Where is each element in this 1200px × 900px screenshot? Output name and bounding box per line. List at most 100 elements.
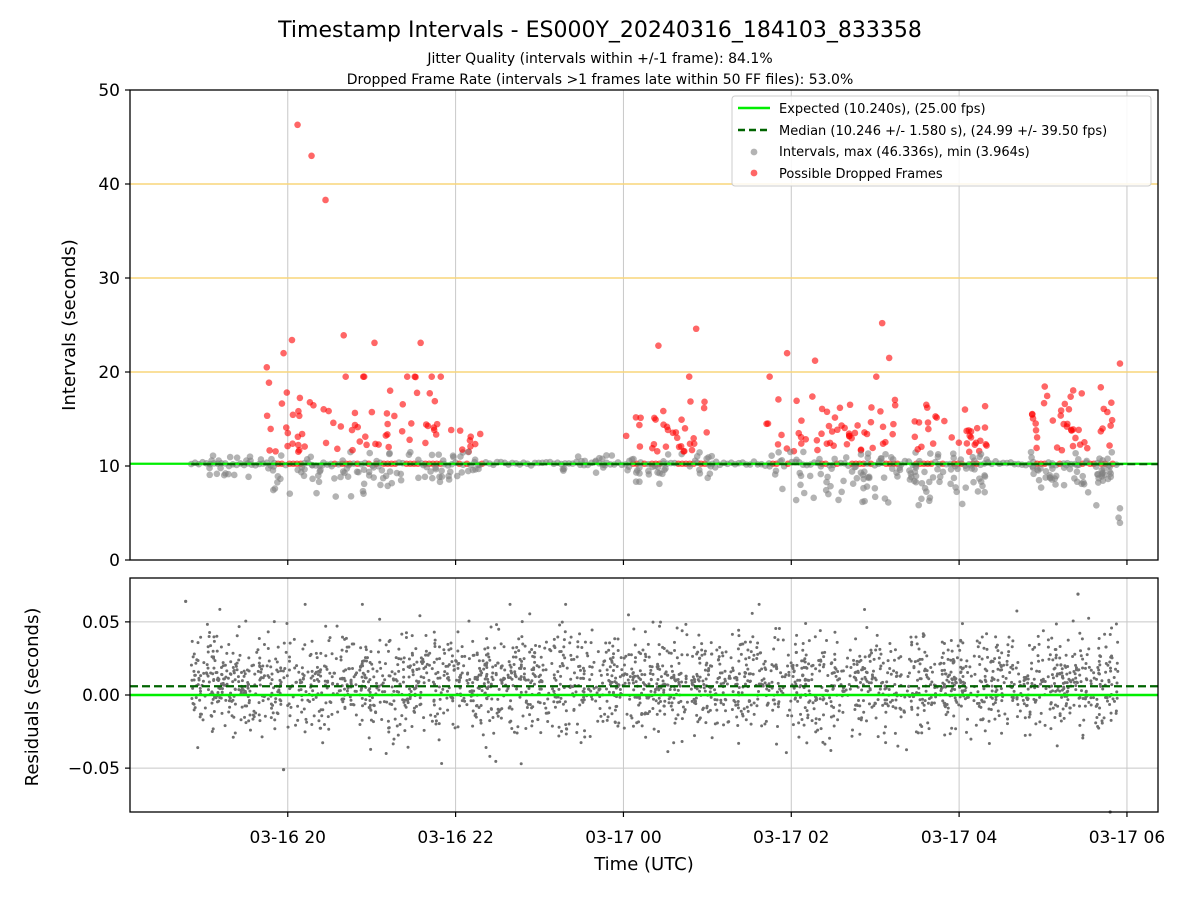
residual-point — [953, 678, 957, 682]
dropped-frame-point — [660, 407, 667, 415]
residual-point — [422, 681, 426, 685]
residual-point — [467, 619, 471, 623]
residual-point — [536, 718, 540, 722]
residual-point — [582, 695, 586, 699]
dropped-frame-point — [288, 336, 296, 344]
residual-point — [650, 665, 654, 669]
residual-point — [941, 699, 945, 703]
residual-point — [193, 706, 197, 710]
interval-point — [853, 474, 861, 482]
residual-point — [1083, 666, 1087, 670]
residual-point — [345, 649, 349, 653]
residual-point — [460, 671, 464, 675]
residual-point — [279, 680, 283, 684]
residual-point — [867, 681, 871, 685]
dropped-frame-point — [622, 432, 630, 440]
residual-point — [511, 684, 515, 688]
residual-point — [256, 648, 260, 652]
residual-point — [651, 697, 655, 701]
residual-point — [885, 698, 889, 702]
residual-point — [534, 644, 538, 648]
residual-point — [508, 663, 512, 667]
residual-point — [542, 701, 546, 705]
residual-point — [990, 659, 994, 663]
residual-point — [363, 656, 367, 660]
residual-point — [999, 687, 1003, 691]
interval-point — [360, 480, 368, 488]
residual-point — [868, 659, 872, 663]
residual-point — [969, 737, 973, 741]
residual-point — [893, 731, 897, 735]
residual-point — [715, 721, 719, 725]
residual-point — [285, 622, 289, 626]
residual-point — [690, 699, 694, 703]
residual-point — [617, 721, 621, 725]
residual-point — [424, 634, 428, 638]
residual-point — [300, 698, 304, 702]
residual-point — [519, 762, 523, 766]
residual-point — [955, 656, 959, 660]
dropped-frame-point — [417, 339, 424, 347]
residual-point — [666, 683, 670, 687]
dropped-frame-point — [828, 428, 836, 435]
dropped-frame-point — [431, 397, 439, 405]
residual-point — [752, 701, 756, 705]
residual-point — [658, 624, 662, 628]
residual-point — [209, 644, 213, 648]
residual-point — [244, 721, 248, 725]
interval-point — [1083, 457, 1090, 465]
residual-point — [737, 741, 741, 745]
residual-point — [921, 697, 925, 701]
residual-point — [191, 686, 195, 690]
residual-point — [772, 647, 776, 651]
residual-point — [419, 675, 423, 679]
dropped-frame-point — [636, 421, 643, 429]
residual-point — [419, 690, 423, 694]
residual-point — [1002, 663, 1006, 667]
residual-point — [335, 682, 339, 686]
residual-point — [189, 663, 193, 667]
residual-point — [242, 674, 246, 678]
residual-point — [269, 682, 273, 686]
residual-point — [1083, 704, 1087, 708]
residual-point — [669, 704, 673, 708]
residual-point — [1062, 716, 1066, 720]
residual-point — [739, 709, 743, 713]
residual-point — [450, 660, 454, 664]
residual-point — [378, 660, 382, 664]
residual-point — [479, 704, 483, 708]
interval-point — [366, 449, 374, 457]
residual-point — [358, 722, 362, 726]
dropped-frame-point — [797, 433, 805, 441]
residual-point — [524, 678, 528, 682]
interval-point — [436, 478, 444, 486]
residual-point — [558, 664, 562, 668]
residual-point — [531, 654, 535, 658]
residual-point — [1112, 699, 1116, 703]
residual-point — [436, 670, 440, 674]
residual-point — [1000, 699, 1004, 703]
dropped-frame-point — [681, 425, 689, 432]
residual-point — [918, 698, 922, 702]
residual-point — [755, 704, 759, 708]
residual-point — [550, 661, 554, 665]
interval-point — [274, 473, 282, 480]
residual-point — [1028, 710, 1032, 714]
residual-point — [960, 667, 964, 671]
residual-point — [565, 727, 569, 731]
residual-point — [575, 722, 579, 726]
residual-point — [991, 669, 995, 673]
residual-point — [519, 666, 523, 670]
residual-point — [776, 702, 780, 706]
interval-point — [936, 478, 943, 486]
dropped-frame-point — [680, 448, 687, 455]
residual-point — [530, 719, 534, 723]
interval-point — [827, 482, 834, 490]
residual-point — [756, 697, 760, 701]
interval-point — [574, 453, 582, 460]
residual-point — [729, 656, 733, 660]
residual-point — [1103, 632, 1107, 636]
residual-point — [969, 674, 973, 678]
residual-point — [248, 713, 252, 717]
interval-point — [384, 482, 391, 490]
